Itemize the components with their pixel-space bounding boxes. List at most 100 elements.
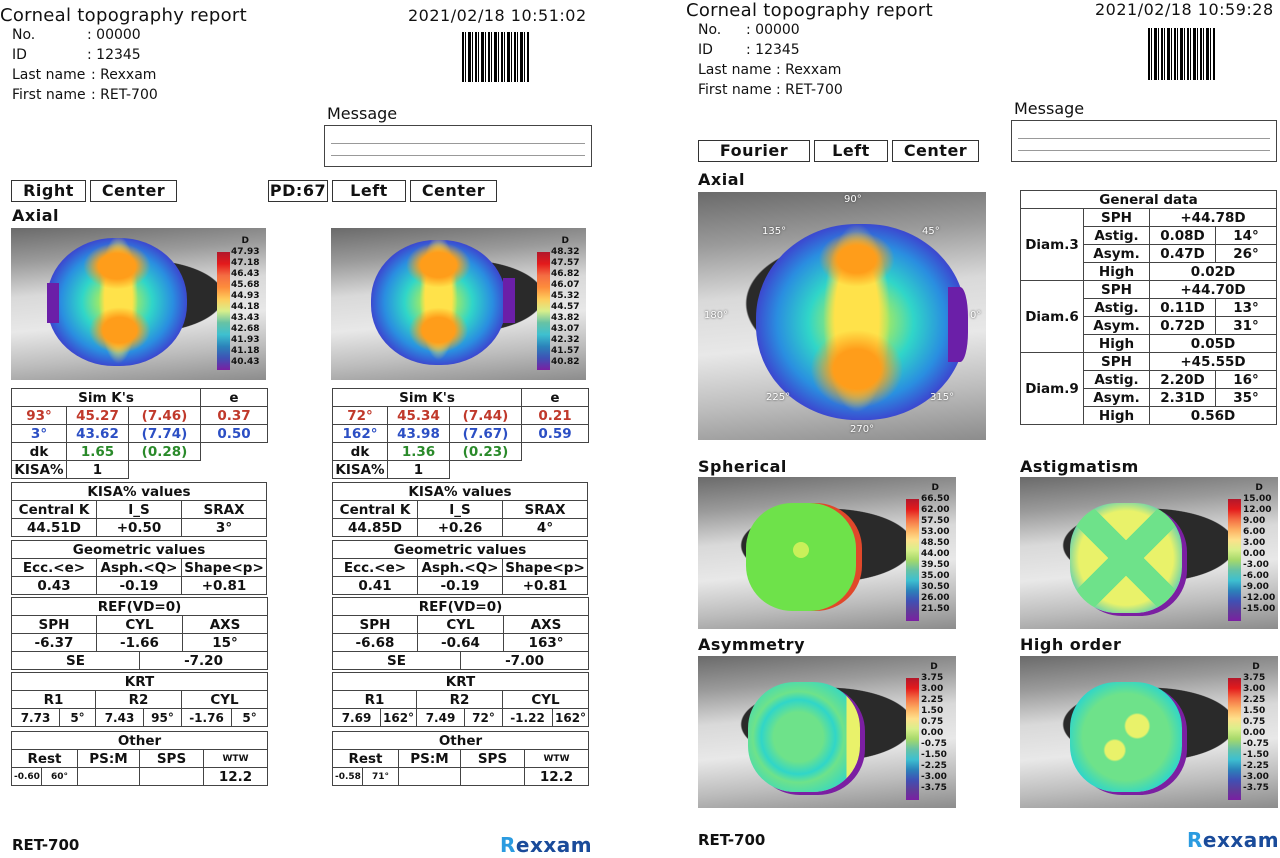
left-eye-button[interactable]: Left	[332, 180, 406, 202]
krt-header: CYL	[501, 690, 590, 709]
other-header: WTW	[524, 749, 589, 768]
color-scale: D 48.32 47.57 46.82 46.07 45.32 44.57 43…	[551, 236, 579, 368]
sph-value: +44.78D	[1149, 208, 1277, 227]
geometric-header: Shape<p>	[502, 558, 588, 577]
scale-value: 3.75	[1243, 673, 1266, 683]
geometric-cell: -0.19	[96, 576, 182, 595]
row-label: Asym.	[1083, 316, 1150, 335]
dk-value: 1.65	[66, 442, 129, 461]
krt-cell: 72°	[464, 708, 503, 727]
report-title: Corneal topography report	[0, 5, 247, 26]
geometric-header: Shape<p>	[181, 558, 267, 577]
dk-value: 1.36	[387, 442, 450, 461]
geometric-table-right: Geometric values Ecc.<e> Asph.<Q> Shape<p>…	[11, 540, 267, 595]
k2-radius: (7.74)	[128, 424, 201, 443]
geometric-title: Geometric values	[11, 540, 267, 559]
scale-value: 26.00	[921, 593, 950, 603]
k1-axis: 93°	[11, 406, 67, 425]
krt-cell: -1.76	[181, 708, 232, 727]
scale-value: -9.00	[1243, 582, 1269, 592]
corneal-map	[1070, 503, 1182, 613]
kisa-cell: 4°	[502, 518, 588, 537]
patient-value: : 00000	[746, 22, 800, 38]
high-value: 0.02D	[1149, 262, 1277, 281]
center-button[interactable]: Center	[90, 180, 177, 202]
krt-cell: 7.49	[416, 708, 465, 727]
center-button-2[interactable]: Center	[410, 180, 497, 202]
report-datetime: 2021/02/18 10:59:28	[1095, 0, 1274, 19]
astig-axis: 13°	[1215, 298, 1277, 317]
ref-header: SPH	[11, 615, 97, 634]
scale-value: 3.75	[921, 673, 944, 683]
scale-value: 48.32	[551, 247, 580, 257]
row-label: High	[1083, 334, 1150, 353]
axial-section-title: Axial	[698, 170, 745, 189]
kisa-header: Central K	[11, 500, 97, 519]
logo-text: exxam	[515, 833, 593, 857]
scale-value: 40.43	[231, 357, 260, 367]
right-eye-button[interactable]: Right	[11, 180, 86, 202]
patient-value: : 12345	[87, 47, 141, 63]
color-scale: D 47.93 47.18 46.43 45.68 44.93 44.18 43…	[231, 236, 259, 368]
k1-e: 0.21	[521, 406, 589, 425]
dk-radius: (0.23)	[449, 442, 522, 461]
krt-header: R2	[95, 690, 182, 709]
patient-label: No.	[12, 27, 36, 43]
se-value: -7.00	[459, 651, 590, 670]
ref-title: REF(VD=0)	[331, 597, 590, 616]
ref-table-left: REF(VD=0) SPH CYL AXS -6.68 -0.64 163° SE -7.…	[331, 597, 590, 670]
spherical-map: D 66.50 62.00 57.50 53.00 48.50 44.00 39…	[698, 477, 956, 629]
patient-label: No.	[698, 22, 722, 38]
scale-value: 2.25	[921, 695, 944, 705]
kisa-header: Central K	[332, 500, 418, 519]
message-box[interactable]	[324, 125, 592, 167]
ref-header: AXS	[181, 615, 269, 634]
kisa-values-table-right: KISA% values Central K I_S SRAX 44.51D +0.5…	[11, 482, 267, 537]
map-edge	[47, 283, 59, 323]
diameter-label: Diam.6	[1020, 280, 1084, 353]
fourier-button[interactable]: Fourier	[698, 140, 810, 162]
center-button[interactable]: Center	[892, 140, 979, 162]
scale-value: 2.25	[1243, 695, 1266, 705]
k1-value: 45.34	[387, 406, 450, 425]
astig-value: 0.08D	[1149, 226, 1216, 245]
diameter-label: Diam.9	[1020, 352, 1084, 425]
report-page-left: Corneal topography report 2021/02/18 10:…	[0, 5, 593, 857]
krt-cell: 95°	[143, 708, 182, 727]
scale-value: 0.00	[1243, 549, 1266, 559]
ref-cell: 163°	[502, 633, 590, 652]
scale-value: 46.43	[231, 269, 260, 279]
kisa-header: I_S	[96, 500, 182, 519]
krt-cell: 162°	[551, 708, 590, 727]
k1-radius: (7.44)	[449, 406, 522, 425]
astig-axis: 16°	[1215, 370, 1277, 389]
ref-header: CYL	[417, 615, 504, 634]
ref-header: AXS	[502, 615, 590, 634]
scale-value: 42.32	[551, 335, 580, 345]
k2-axis: 162°	[332, 424, 388, 443]
scale-value: 48.50	[921, 538, 950, 548]
scale-value: 0.00	[1243, 728, 1266, 738]
ref-title: REF(VD=0)	[10, 597, 269, 616]
scale-value: 41.93	[231, 335, 260, 345]
geometric-header: Asph.<Q>	[417, 558, 503, 577]
message-box[interactable]	[1011, 120, 1277, 162]
patient-info: No.: 00000 ID: 12345 Last name: Rexxam F…	[698, 20, 843, 100]
scale-value: 45.68	[231, 280, 260, 290]
geometric-cell: +0.81	[181, 576, 267, 595]
scale-value: 3.00	[1243, 684, 1266, 694]
scale-value: -6.00	[1243, 571, 1269, 581]
left-eye-button[interactable]: Left	[814, 140, 888, 162]
k1-radius: (7.46)	[128, 406, 201, 425]
scale-value: 53.00	[921, 527, 950, 537]
scale-value: -15.00	[1243, 604, 1276, 614]
axial-map-left: D 48.32 47.57 46.82 46.07 45.32 44.57 43…	[331, 228, 586, 380]
scale-value: 43.07	[551, 324, 580, 334]
scale-value: -3.75	[921, 783, 947, 793]
simk-title: Sim K's	[11, 388, 201, 407]
simk-table-left: Sim K's e 72° 45.34 (7.44) 0.21 162° 43.98 (7.…	[332, 388, 589, 479]
pd-button[interactable]: PD:67	[268, 180, 328, 202]
kisa-value: 1	[66, 460, 129, 479]
color-scale: D 66.50 62.00 57.50 53.00 48.50 44.00 39…	[921, 483, 949, 615]
simk-table-right: Sim K's e 93° 45.27 (7.46) 0.37 3° 43.62 (7.74…	[11, 388, 268, 479]
